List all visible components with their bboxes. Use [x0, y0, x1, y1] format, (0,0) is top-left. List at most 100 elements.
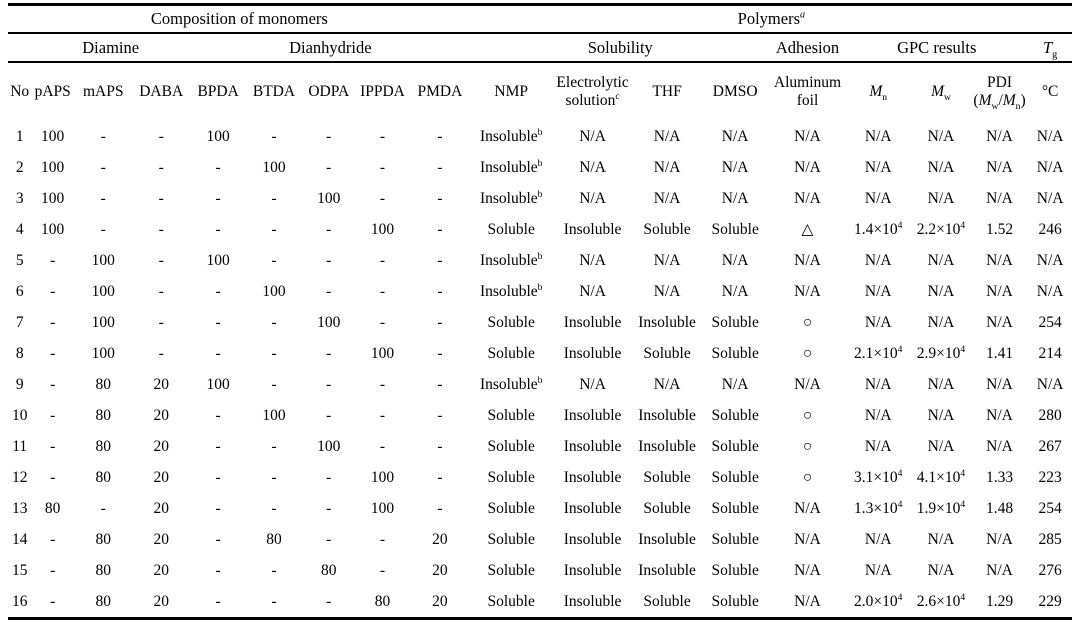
row-number: 12: [11, 468, 28, 486]
table-cell: 1.3×104: [854, 498, 903, 517]
column-header-0: No: [10, 83, 30, 101]
table-cell: Soluble: [487, 220, 535, 238]
table-cell: 1.52: [985, 220, 1014, 238]
table-cell: 80: [321, 561, 337, 579]
table-cell: 20: [432, 592, 448, 610]
table-cell: 100: [41, 158, 65, 176]
table-cell: N/A: [927, 375, 955, 393]
table-cell: N/A: [927, 127, 955, 145]
table-cell: -: [271, 127, 277, 145]
table-cell: 100: [370, 220, 395, 238]
table-cell: -: [271, 437, 277, 455]
table-cell: -: [326, 530, 332, 548]
table-cell: Insoluble: [638, 406, 696, 424]
table-cell: Insolubleb: [479, 250, 543, 269]
row-number: 4: [15, 220, 24, 238]
table-cell: -: [215, 189, 221, 207]
table-cell: Soluble: [487, 468, 535, 486]
table-cell: -: [271, 313, 277, 331]
table-cell: 100: [317, 189, 341, 207]
table-row-10: 10 - 80 20 - 100 - - - Soluble Insoluble Insoluble S…: [8, 400, 1072, 431]
table-cell: Soluble: [487, 344, 535, 362]
table-cell: N/A: [579, 127, 606, 145]
table-cell: -: [158, 282, 164, 300]
table-cell: N/A: [653, 189, 681, 207]
table-cell: -: [215, 406, 221, 424]
table-cell: Soluble: [487, 499, 535, 517]
table-cell: Soluble: [643, 592, 691, 610]
table-cell: -: [215, 313, 221, 331]
table-cell: N/A: [721, 282, 749, 300]
table-cell: -: [50, 282, 56, 300]
table-cell: -: [215, 282, 221, 300]
table-cell: N/A: [721, 375, 749, 393]
table-row-13: 13 80 - 20 - - - 100 - Soluble Insoluble Soluble Sol…: [8, 493, 1072, 524]
table-cell: Soluble: [711, 313, 759, 331]
table-cell: 20: [153, 499, 169, 517]
table-cell: 100: [91, 282, 115, 300]
table-cell: N/A: [927, 189, 955, 207]
table-cell: N/A: [927, 158, 955, 176]
table-cell: 100: [262, 282, 286, 300]
table-cell: -: [158, 220, 164, 238]
table-cell: N/A: [794, 530, 821, 548]
table-cell: 100: [91, 344, 115, 362]
table-cell: N/A: [1036, 375, 1064, 393]
table-row-8: 8 - 100 - - - - 100 - Soluble Insoluble Soluble Solu…: [8, 338, 1072, 369]
row-number: 7: [15, 313, 24, 331]
table-cell: -: [437, 468, 443, 486]
table-cell: N/A: [1036, 282, 1064, 300]
table-cell: -: [326, 282, 332, 300]
table-cell: 20: [153, 375, 169, 393]
table-cell: -: [50, 375, 56, 393]
table-cell: 20: [432, 530, 448, 548]
table-cell: -: [100, 220, 106, 238]
table-cell: -: [326, 499, 332, 517]
table-cell: -: [215, 561, 221, 579]
table-cell: Soluble: [711, 561, 759, 579]
table-cell: N/A: [1036, 158, 1064, 176]
table-cell: Soluble: [643, 499, 691, 517]
table-cell: -: [326, 344, 332, 362]
table-cell: -: [437, 282, 443, 300]
table-cell: 20: [153, 561, 169, 579]
table-cell: -: [379, 437, 386, 455]
table-cell: 229: [1038, 592, 1062, 610]
table-cell: 80: [95, 592, 111, 610]
table-body: 1 100 - - 100 - - - - Insolubleb N/A N/A N/A N/A N/A N/…: [8, 121, 1072, 619]
table-cell: -: [215, 499, 221, 517]
table-cell: N/A: [794, 251, 821, 269]
table-cell: 267: [1038, 437, 1062, 455]
table-cell: N/A: [864, 561, 892, 579]
table-row-11: 11 - 80 20 - - 100 - - Soluble Insoluble Insoluble S…: [8, 431, 1072, 462]
table-cell: -: [100, 499, 106, 517]
table-cell: Soluble: [487, 530, 535, 548]
table-cell: 254: [1038, 313, 1062, 331]
table-cell: -: [271, 375, 277, 393]
table-cell: Soluble: [711, 530, 759, 548]
table-cell: -: [379, 406, 386, 424]
table-cell: N/A: [864, 282, 892, 300]
table-cell: Soluble: [487, 592, 535, 610]
table-cell: N/A: [927, 406, 955, 424]
table-cell: 100: [317, 437, 341, 455]
table-cell: N/A: [986, 561, 1013, 579]
table-cell: Soluble: [487, 313, 535, 331]
table-cell: Soluble: [487, 561, 535, 579]
table-cell: -: [437, 158, 443, 176]
table-row-1: 1 100 - - 100 - - - - Insolubleb N/A N/A N/A N/A N/A N/…: [8, 121, 1072, 152]
table-cell: N/A: [579, 282, 606, 300]
table-cell: Insolubleb: [479, 374, 543, 393]
table-cell: Soluble: [711, 468, 759, 486]
table-cell: 100: [262, 406, 286, 424]
table-cell: N/A: [986, 437, 1013, 455]
table-cell: 80: [44, 499, 61, 517]
table-cell: -: [158, 313, 164, 331]
table-row-6: 6 - 100 - - 100 - - - Insolubleb N/A N/A N/A N/A N/A N/…: [8, 276, 1072, 307]
table-cell: -: [271, 251, 277, 269]
column-header-8: PMDA: [417, 83, 463, 101]
table-cell: Insoluble: [638, 313, 696, 331]
table-cell: N/A: [579, 158, 606, 176]
column-header-9: NMP: [494, 83, 528, 101]
table-cell: -: [271, 592, 277, 610]
